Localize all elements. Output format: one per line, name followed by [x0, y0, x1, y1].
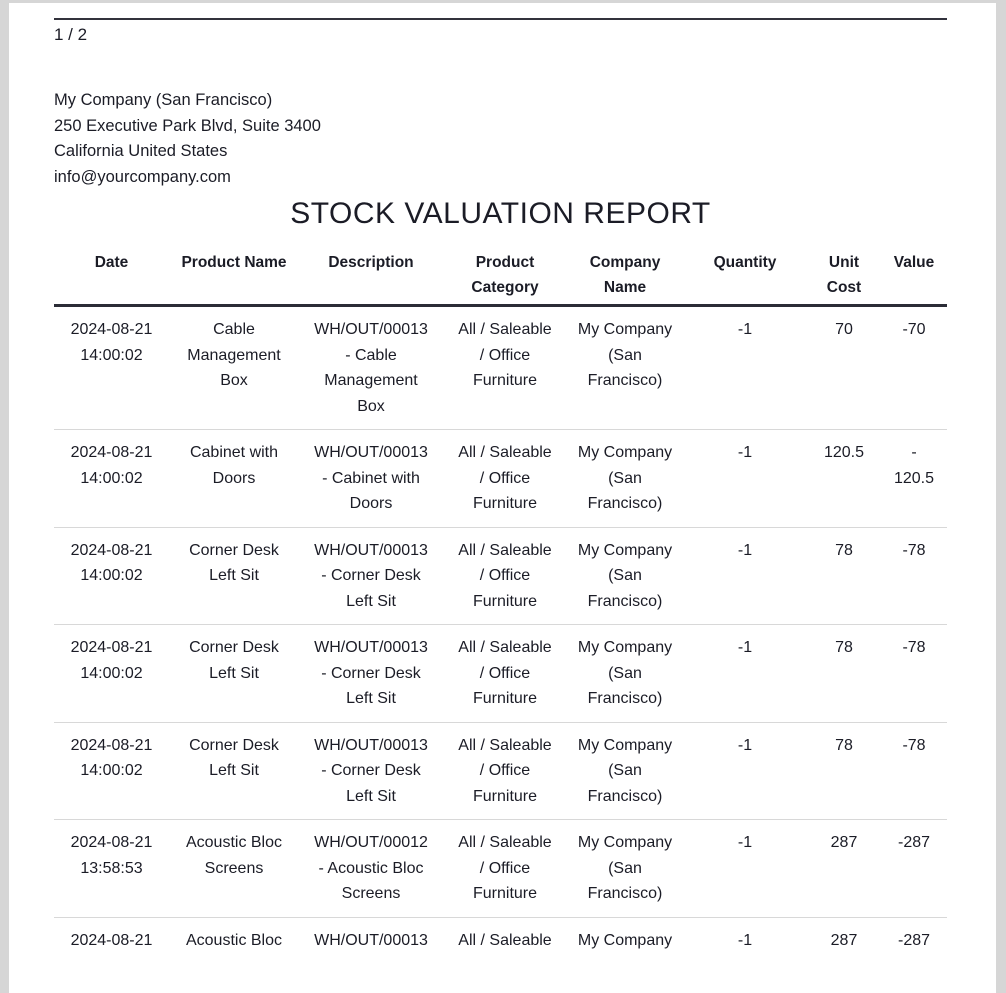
cell-unit-cost: 78 [807, 624, 881, 722]
cell-category: All / Saleable / Office Furniture [443, 721, 567, 820]
column-header-product-name: Product Name [169, 244, 299, 307]
column-header-company-name: Company Name [567, 244, 683, 307]
cell-category: All / Saleable / Office Furniture [443, 526, 567, 625]
report-page: 1 / 2 My Company (San Francisco) 250 Exe… [9, 3, 996, 993]
cell-date: 2024-08-21 [54, 916, 169, 963]
cell-category: All / Saleable / Office Furniture [443, 429, 567, 527]
report-content: 1 / 2 My Company (San Francisco) 250 Exe… [9, 18, 996, 963]
cell-product: Cabinet with Doors [169, 429, 299, 527]
cell-value: -287 [881, 916, 947, 963]
cell-quantity: -1 [683, 721, 807, 820]
column-header-description: Description [299, 244, 443, 307]
cell-company: My Company (San Francisco) [577, 321, 673, 389]
table-row: 2024-08-21 13:58:53 Acoustic Bloc Screens… [54, 819, 947, 917]
report-title: STOCK VALUATION REPORT [290, 197, 711, 230]
cell-category: All / Saleable / Office Furniture [443, 819, 567, 917]
cell-company: My Company (San Francisco) [567, 429, 683, 527]
cell-value: -287 [881, 819, 947, 917]
cell-value: -78 [881, 721, 947, 820]
cell-unit-cost: 78 [807, 526, 881, 625]
column-header-unit-cost: Unit Cost [807, 244, 881, 307]
company-email: info@yourcompany.com [54, 167, 231, 186]
cell-company: My Company (San Francisco) [567, 624, 683, 722]
cell-value: -78 [881, 624, 947, 722]
cell-date: 2024-08-21 14:00:02 [54, 624, 169, 722]
cell-description: WH/OUT/00013 - Corner Desk Left Sit [299, 721, 443, 820]
cell-company: My Company (San Francisco) [567, 819, 683, 917]
company-header: My Company (San Francisco) 250 Executive… [54, 88, 947, 190]
column-header-product-category: Product Category [443, 244, 567, 307]
cell-description: WH/OUT/00013 - Cable Management Box [314, 321, 428, 415]
cell-value: -78 [881, 526, 947, 625]
cell-product: Corner Desk Left Sit [169, 526, 299, 625]
cell-description: WH/OUT/00013 - Cabinet with Doors [299, 429, 443, 527]
cell-company: My Company (San Francisco) [567, 721, 683, 820]
table-row: 2024-08-21 14:00:02 Corner Desk Left Sit W… [54, 721, 947, 820]
cell-unit-cost: 70 [835, 321, 853, 338]
cell-quantity: -1 [683, 819, 807, 917]
cell-description: WH/OUT/00013 [299, 916, 443, 963]
table-row: 2024-08-21 14:00:02 Corner Desk Left Sit W… [54, 624, 947, 722]
cell-description: WH/OUT/00013 - Corner Desk Left Sit [299, 526, 443, 625]
stock-table-body: 2024-08-21 14:00:02 Cable Management Box W… [54, 306, 947, 963]
top-divider [54, 18, 947, 20]
table-row: 2024-08-21 14:00:02 Corner Desk Left Sit W… [54, 526, 947, 625]
cell-unit-cost: 287 [807, 819, 881, 917]
column-header-value: Value [881, 244, 947, 307]
column-header-quantity: Quantity [683, 244, 807, 307]
cell-quantity: -1 [737, 321, 753, 338]
table-row: 2024-08-21 14:00:02 Cabinet with Doors WH/… [54, 429, 947, 527]
column-header-date: Date [54, 244, 169, 307]
cell-date: 2024-08-21 14:00:02 [54, 429, 169, 527]
cell-product: Acoustic Bloc Screens [169, 819, 299, 917]
cell-category: All / Saleable / Office Furniture [443, 624, 567, 722]
cell-date: 2024-08-21 14:00:02 [54, 526, 169, 625]
page-indicator: 1 / 2 [54, 25, 88, 44]
cell-product: Acoustic Bloc [169, 916, 299, 963]
table-header-row: Date Product Name Description Product Ca… [54, 244, 947, 307]
cell-product: Corner Desk Left Sit [169, 624, 299, 722]
cell-unit-cost: 287 [807, 916, 881, 963]
table-row: 2024-08-21 Acoustic Bloc WH/OUT/00013 All /… [54, 916, 947, 963]
cell-description: WH/OUT/00012 - Acoustic Bloc Screens [299, 819, 443, 917]
cell-date: 2024-08-21 14:00:02 [54, 721, 169, 820]
cell-date: 2024-08-21 14:00:02 [70, 321, 153, 364]
cell-product: Cable Management Box [187, 321, 281, 389]
stock-valuation-table: Date Product Name Description Product Ca… [54, 244, 947, 963]
cell-category: All / Saleable / Office Furniture [458, 321, 552, 389]
cell-date: 2024-08-21 13:58:53 [54, 819, 169, 917]
table-row: 2024-08-21 14:00:02 Cable Management Box W… [54, 306, 947, 430]
cell-quantity: -1 [683, 624, 807, 722]
cell-value: - 120.5 [881, 429, 947, 527]
cell-unit-cost: 78 [807, 721, 881, 820]
cell-description: WH/OUT/00013 - Corner Desk Left Sit [299, 624, 443, 722]
company-address-line1: 250 Executive Park Blvd, Suite 3400 [54, 116, 321, 135]
cell-product: Corner Desk Left Sit [169, 721, 299, 820]
cell-quantity: -1 [683, 916, 807, 963]
company-address-line2: California United States [54, 142, 228, 160]
cell-company: My Company (San Francisco) [567, 526, 683, 625]
cell-quantity: -1 [683, 526, 807, 625]
cell-company: My Company [567, 916, 683, 963]
cell-value: -70 [902, 321, 926, 338]
cell-unit-cost: 120.5 [807, 429, 881, 527]
company-name: My Company (San Francisco) [54, 91, 273, 109]
cell-category: All / Saleable [443, 916, 567, 963]
cell-quantity: -1 [683, 429, 807, 527]
